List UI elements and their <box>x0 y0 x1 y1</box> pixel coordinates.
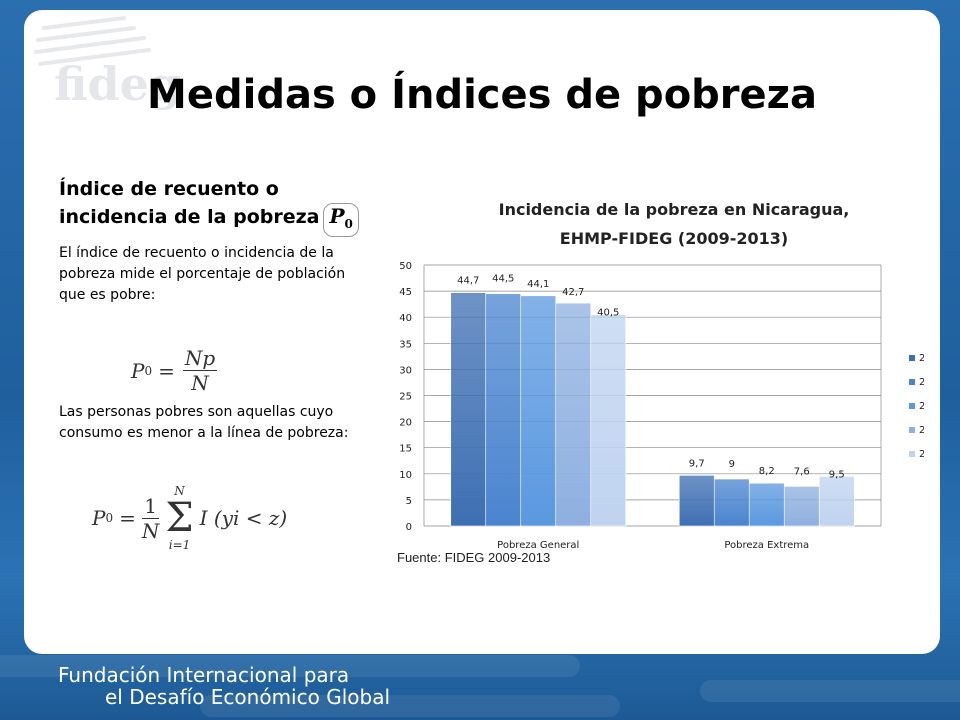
y-tick-label: 30 <box>399 365 412 376</box>
sigma-glyph: Σ <box>165 495 194 541</box>
legend-label-2009: 2009 <box>919 353 924 364</box>
p0-symbol: P0 <box>323 203 359 237</box>
page-title: Medidas o Índices de pobreza <box>147 72 817 118</box>
legend-swatch-2012 <box>909 427 915 433</box>
p0-letter: P <box>329 204 345 228</box>
bar-data-label: 8,2 <box>759 466 775 477</box>
y-tick-label: 20 <box>399 418 412 429</box>
y-tick-label: 0 <box>406 522 412 533</box>
f2-sub: 0 <box>105 511 114 525</box>
f2-upper-limit: N <box>174 484 185 498</box>
bar-2013 <box>590 314 627 527</box>
y-tick-label: 50 <box>399 261 412 272</box>
p0-sub: 0 <box>344 217 353 231</box>
f2-lower-limit: i=1 <box>168 538 191 552</box>
f1-fraction: Np N <box>182 346 218 395</box>
f2-one: 1 <box>142 493 159 519</box>
bar-data-label: 40,5 <box>597 308 619 319</box>
index-heading-text: Índice de recuento o incidencia de la po… <box>59 178 320 228</box>
f2-fraction: 1 N <box>142 494 160 543</box>
chart-source: Fuente: FIDEG 2009-2013 <box>397 550 551 565</box>
y-tick-label: 40 <box>399 313 412 324</box>
left-panel: Índice de recuento o incidencia de la po… <box>59 176 359 306</box>
bar-data-label: 44,5 <box>492 274 514 285</box>
sigma-icon: N Σ i=1 <box>165 484 193 552</box>
f2-indicator: I (yi < z) <box>199 506 288 530</box>
bar-2009 <box>450 292 487 527</box>
y-tick-label: 25 <box>399 392 412 403</box>
legend-swatch-2013 <box>909 451 915 457</box>
bar-2010 <box>713 478 750 527</box>
legend-swatch-2009 <box>909 355 915 361</box>
footer-line-2: el Desafío Económico Global <box>105 685 390 709</box>
f1-p: P <box>131 358 145 383</box>
logo-text: fideg <box>54 57 181 111</box>
f1-denominator: N <box>191 371 209 395</box>
y-tick-label: 10 <box>399 470 412 481</box>
f1-equals: = <box>158 358 175 383</box>
footer-line-1: Fundación Internacional para <box>58 663 350 687</box>
legend-label-2011: 2011 <box>919 401 924 412</box>
legend-label-2012: 2012 <box>919 425 924 436</box>
slide-card: fideg Medidas o Índices de pobreza Índic… <box>24 10 940 654</box>
description-paragraph: El índice de recuento o incidencia de la… <box>59 245 346 303</box>
bar-data-label: 44,1 <box>527 279 549 290</box>
f1-sub: 0 <box>144 363 153 378</box>
poor-definition-paragraph: Las personas pobres son aquellas cuyo co… <box>59 404 349 441</box>
y-tick-label: 15 <box>399 444 412 455</box>
bar-data-label: 44,7 <box>457 276 479 287</box>
f2-p: P <box>92 506 106 530</box>
f2-equals: = <box>119 506 136 530</box>
legend-swatch-2011 <box>909 403 915 409</box>
legend-swatch-2010 <box>909 379 915 385</box>
bar-2012 <box>783 486 820 527</box>
legend-label-2013: 2013 <box>919 449 924 460</box>
bar-2011 <box>520 295 557 527</box>
legend-label-2010: 2010 <box>919 377 924 388</box>
index-heading: Índice de recuento o incidencia de la po… <box>59 176 359 237</box>
bar-2010 <box>485 293 522 527</box>
x-category-label: Pobreza General <box>497 540 579 551</box>
f1-numerator: Np <box>182 346 218 371</box>
bar-2012 <box>555 302 592 527</box>
bar-2011 <box>748 482 785 527</box>
fideg-logo-watermark: fideg <box>34 16 181 111</box>
y-tick-label: 45 <box>399 287 412 298</box>
x-category-label: Pobreza Extrema <box>724 540 809 551</box>
bar-data-label: 7,6 <box>794 466 810 477</box>
y-tick-label: 35 <box>399 339 412 350</box>
bar-data-label: 42,7 <box>562 287 584 298</box>
bar-data-label: 9,7 <box>689 458 705 469</box>
chart-title-line-1: Incidencia de la pobreza en Nicaragua, <box>499 200 850 219</box>
footer-organization: Fundación Internacional para el Desafío … <box>58 664 390 708</box>
y-tick-label: 5 <box>406 496 412 507</box>
bar-data-label: 9 <box>729 459 735 470</box>
bar-2009 <box>678 475 715 527</box>
f2-n: N <box>141 518 160 543</box>
poverty-bar-chart: Incidencia de la pobreza en Nicaragua, EH… <box>399 200 924 551</box>
bar-2013 <box>818 476 855 527</box>
bar-data-label: 9,5 <box>829 469 845 480</box>
chart-title-line-2: EHMP-FIDEG (2009-2013) <box>560 229 788 248</box>
